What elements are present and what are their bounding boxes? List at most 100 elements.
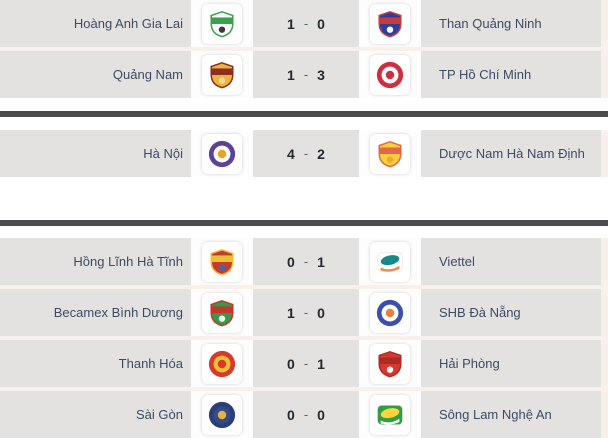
away-logo-cell: [359, 238, 421, 285]
than-quang-ninh-crest-icon: [378, 10, 402, 37]
hong-linh-ha-tinh-crest-icon: [210, 248, 234, 275]
away-crest-card: [370, 3, 410, 44]
away-team-name: Sông Lam Nghệ An: [421, 391, 601, 438]
away-score: 2: [317, 145, 325, 162]
away-score: 1: [317, 253, 325, 270]
home-team-name: Thanh Hóa: [0, 340, 191, 387]
home-score: 0: [287, 253, 295, 270]
away-team-name: SHB Đà Nẵng: [421, 289, 601, 336]
match-score: 0 - 0: [253, 391, 359, 438]
match-row[interactable]: Hà Nội 4 - 2 Dược Nam Hà Nam Định: [0, 130, 601, 177]
away-logo-cell: [359, 0, 421, 47]
home-logo-cell: [191, 340, 253, 387]
nam-dinh-crest-icon: [378, 140, 402, 167]
home-score: 4: [287, 145, 295, 162]
away-team-name: Than Quảng Ninh: [421, 0, 601, 47]
match-row[interactable]: Becamex Bình Dương 1 - 0 SHB Đà Nẵng: [0, 289, 601, 336]
home-logo-cell: [191, 51, 253, 98]
match-score: 0 - 1: [253, 340, 359, 387]
home-crest-card: [202, 54, 242, 95]
match-row[interactable]: Quảng Nam 1 - 3 TP Hồ Chí Minh: [0, 51, 601, 98]
home-logo-cell: [191, 238, 253, 285]
match-score: 1 - 0: [253, 289, 359, 336]
home-logo-cell: [191, 289, 253, 336]
viettel-crest-icon: [377, 251, 403, 272]
home-score: 1: [287, 304, 295, 321]
home-crest-card: [202, 241, 242, 282]
match-score: 4 - 2: [253, 130, 359, 177]
home-score: 0: [287, 355, 295, 372]
home-logo-cell: [191, 130, 253, 177]
score-separator: -: [303, 146, 309, 161]
song-lam-nghe-an-crest-icon: [377, 404, 403, 425]
match-score: 0 - 1: [253, 238, 359, 285]
match-group: Hồng Lĩnh Hà Tĩnh 0 - 1 Viettel Becamex …: [0, 238, 608, 438]
home-score: 1: [287, 15, 295, 32]
home-team-name: Hồng Lĩnh Hà Tĩnh: [0, 238, 191, 285]
home-crest-card: [202, 133, 242, 174]
home-logo-cell: [191, 391, 253, 438]
ha-noi-crest-icon: [208, 140, 236, 167]
away-logo-cell: [359, 340, 421, 387]
becamex-binh-duong-crest-icon: [210, 299, 234, 326]
quang-nam-crest-icon: [210, 61, 234, 88]
match-row[interactable]: Hoàng Anh Gia Lai 1 - 0 Than Quảng Ninh: [0, 0, 601, 47]
away-logo-cell: [359, 289, 421, 336]
group-gap: [0, 226, 608, 238]
away-team-name: Dược Nam Hà Nam Định: [421, 130, 601, 177]
score-separator: -: [303, 67, 309, 82]
home-team-name: Hoàng Anh Gia Lai: [0, 0, 191, 47]
tp-ho-chi-minh-crest-icon: [376, 61, 404, 88]
away-score: 0: [317, 406, 325, 423]
home-logo-cell: [191, 0, 253, 47]
score-separator: -: [303, 16, 309, 31]
match-score: 1 - 3: [253, 51, 359, 98]
away-crest-card: [370, 54, 410, 95]
away-crest-card: [370, 133, 410, 174]
home-team-name: Becamex Bình Dương: [0, 289, 191, 336]
home-score: 0: [287, 406, 295, 423]
away-logo-cell: [359, 391, 421, 438]
away-team-name: Viettel: [421, 238, 601, 285]
score-separator: -: [303, 305, 309, 320]
home-team-name: Sài Gòn: [0, 391, 191, 438]
home-team-name: Hà Nội: [0, 130, 191, 177]
score-separator: -: [303, 254, 309, 269]
away-score: 0: [317, 304, 325, 321]
match-group: Hà Nội 4 - 2 Dược Nam Hà Nam Định: [0, 130, 608, 177]
shb-da-nang-crest-icon: [376, 299, 404, 326]
away-crest-card: [370, 343, 410, 384]
match-row[interactable]: Thanh Hóa 0 - 1 Hải Phòng: [0, 340, 601, 387]
match-group: Hoàng Anh Gia Lai 1 - 0 Than Quảng Ninh …: [0, 0, 608, 98]
away-score: 3: [317, 66, 325, 83]
group-gap: [0, 177, 608, 220]
match-row[interactable]: Sài Gòn 0 - 0 Sông Lam Nghệ An: [0, 391, 601, 438]
group-divider-bar: [0, 220, 608, 226]
away-team-name: TP Hồ Chí Minh: [421, 51, 601, 98]
group-divider-bar: [0, 111, 608, 117]
group-gap: [0, 98, 608, 111]
home-crest-card: [202, 343, 242, 384]
match-score: 1 - 0: [253, 0, 359, 47]
away-score: 1: [317, 355, 325, 372]
home-score: 1: [287, 66, 295, 83]
home-crest-card: [202, 292, 242, 333]
home-crest-card: [202, 3, 242, 44]
away-logo-cell: [359, 51, 421, 98]
score-separator: -: [303, 407, 309, 422]
sai-gon-crest-icon: [208, 401, 236, 428]
home-crest-card: [202, 394, 242, 435]
match-row[interactable]: Hồng Lĩnh Hà Tĩnh 0 - 1 Viettel: [0, 238, 601, 285]
home-team-name: Quảng Nam: [0, 51, 191, 98]
away-crest-card: [370, 394, 410, 435]
away-logo-cell: [359, 130, 421, 177]
away-crest-card: [370, 292, 410, 333]
hoang-anh-gia-lai-crest-icon: [210, 10, 234, 37]
group-gap: [0, 117, 608, 130]
thanh-hoa-crest-icon: [208, 350, 236, 377]
away-crest-card: [370, 241, 410, 282]
score-separator: -: [303, 356, 309, 371]
away-team-name: Hải Phòng: [421, 340, 601, 387]
hai-phong-crest-icon: [378, 350, 402, 377]
